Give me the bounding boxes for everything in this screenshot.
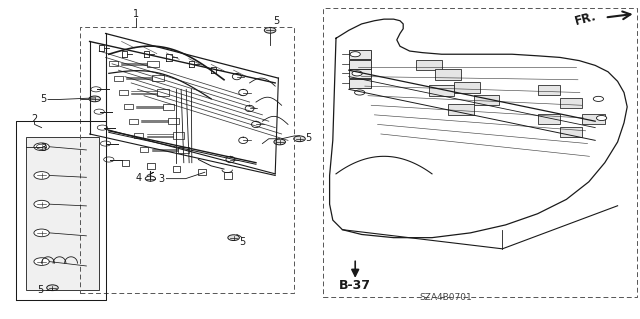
- Bar: [582, 114, 605, 124]
- Circle shape: [355, 90, 365, 95]
- Bar: [349, 50, 371, 59]
- Text: FR.: FR.: [574, 9, 598, 28]
- Circle shape: [264, 27, 276, 33]
- Circle shape: [228, 235, 239, 241]
- Bar: [109, 61, 118, 66]
- Circle shape: [34, 258, 49, 265]
- Bar: [349, 69, 371, 78]
- Bar: [114, 76, 123, 81]
- Circle shape: [350, 52, 360, 57]
- Bar: [119, 90, 128, 95]
- Bar: [140, 147, 148, 152]
- Bar: [349, 60, 371, 69]
- Bar: [173, 132, 184, 139]
- Bar: [349, 79, 371, 88]
- Circle shape: [294, 136, 305, 142]
- Circle shape: [89, 96, 100, 102]
- Circle shape: [593, 96, 604, 101]
- Text: 4: 4: [136, 173, 142, 183]
- Text: 5: 5: [273, 16, 280, 26]
- Circle shape: [274, 139, 285, 145]
- Bar: [129, 119, 138, 124]
- Bar: [157, 89, 169, 96]
- Text: 5: 5: [305, 133, 312, 143]
- Bar: [560, 127, 582, 137]
- Bar: [429, 85, 454, 96]
- Bar: [134, 133, 143, 138]
- Bar: [173, 166, 180, 172]
- Text: 5: 5: [239, 237, 245, 247]
- Bar: [26, 137, 99, 290]
- Bar: [416, 60, 442, 70]
- Bar: [124, 104, 133, 109]
- Bar: [147, 61, 159, 67]
- Bar: [178, 147, 189, 153]
- Circle shape: [352, 71, 362, 76]
- Text: B-37: B-37: [339, 279, 371, 292]
- Circle shape: [34, 229, 49, 237]
- Circle shape: [596, 115, 607, 121]
- Bar: [560, 98, 582, 108]
- Bar: [448, 104, 474, 115]
- Bar: [168, 118, 179, 124]
- Circle shape: [34, 172, 49, 179]
- Bar: [474, 95, 499, 105]
- Bar: [152, 75, 164, 81]
- Text: SZA4B0701: SZA4B0701: [419, 293, 472, 302]
- Bar: [198, 169, 206, 175]
- Circle shape: [34, 200, 49, 208]
- Circle shape: [36, 144, 47, 149]
- Text: 2: 2: [31, 114, 38, 124]
- Bar: [538, 85, 560, 95]
- Text: 3: 3: [158, 174, 164, 184]
- Bar: [454, 82, 480, 93]
- Bar: [435, 69, 461, 80]
- Bar: [163, 104, 174, 110]
- Text: 3: 3: [40, 143, 47, 153]
- Circle shape: [34, 143, 49, 151]
- Bar: [224, 172, 232, 179]
- Text: 5: 5: [40, 94, 47, 104]
- Bar: [147, 163, 155, 169]
- Text: 1: 1: [133, 9, 140, 19]
- Bar: [538, 114, 560, 124]
- Circle shape: [47, 285, 58, 291]
- Bar: [122, 160, 129, 166]
- Text: 5: 5: [37, 285, 44, 295]
